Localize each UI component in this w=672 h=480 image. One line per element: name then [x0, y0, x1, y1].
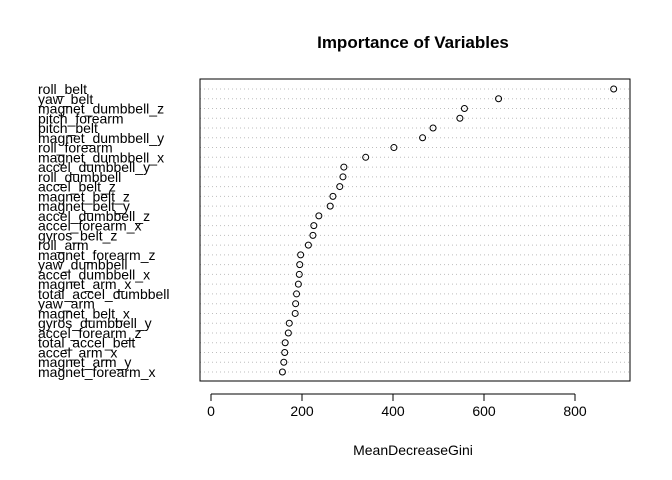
variable-label: gyros_belt_z: [38, 227, 117, 243]
chart-title: Importance of Variables: [317, 33, 509, 52]
data-point: [429, 124, 437, 132]
data-point: [284, 329, 292, 337]
plot-box: [199, 78, 631, 382]
variable-label: yaw_dumbbell: [38, 257, 128, 273]
variable-label: roll_forearm: [38, 140, 113, 156]
x-tick-label: 400: [381, 403, 405, 419]
variable-label: yaw_arm: [38, 296, 95, 312]
variable-label: accel_dumbbell_x: [38, 266, 150, 282]
variable-label: magnet_dumbbell_z: [38, 101, 164, 117]
variable-label: magnet_dumbbell_x: [38, 149, 164, 165]
data-point: [294, 280, 302, 288]
x-tick-label: 0: [207, 403, 215, 419]
data-point: [285, 319, 293, 327]
data-point: [309, 231, 317, 239]
data-points: [278, 85, 618, 376]
x-tick-label: 600: [472, 403, 496, 419]
variable-label: roll_arm: [38, 237, 89, 253]
data-point: [326, 202, 334, 210]
data-point: [610, 85, 618, 93]
variable-label: magnet_belt_x: [38, 305, 130, 321]
data-point: [340, 163, 348, 171]
variable-label: accel_forearm_x: [38, 218, 142, 234]
x-axis: 0 200 400 600 800: [207, 393, 587, 419]
data-point: [281, 348, 289, 356]
variable-label: magnet_belt_z: [38, 188, 130, 204]
data-point: [390, 144, 398, 152]
data-point: [336, 183, 344, 191]
variable-label: roll_belt: [38, 81, 87, 97]
variable-label: pitch_belt: [38, 120, 98, 136]
variable-label: magnet_forearm_x: [38, 364, 156, 380]
data-point: [495, 95, 503, 103]
data-point: [339, 173, 347, 181]
x-axis-label: MeanDecreaseGini: [353, 442, 473, 458]
variable-label: accel_belt_z: [38, 179, 116, 195]
data-point: [292, 300, 300, 308]
data-point: [295, 270, 303, 278]
data-point: [296, 261, 304, 269]
x-tick-label: 800: [563, 403, 587, 419]
variable-label: accel_dumbbell_y: [38, 159, 150, 175]
variable-label: gyros_dumbbell_y: [38, 315, 152, 331]
gridlines: [200, 88, 630, 373]
variable-label: magnet_belt_y: [38, 198, 130, 214]
data-point: [291, 309, 299, 317]
data-point: [315, 212, 323, 220]
variable-label: magnet_arm_x: [38, 276, 131, 292]
variable-label: magnet_arm_y: [38, 354, 131, 370]
x-tick-label: 200: [290, 403, 314, 419]
variable-label: roll_dumbbell: [38, 169, 121, 185]
variable-label: magnet_dumbbell_y: [38, 130, 164, 146]
variable-label: accel_forearm_z: [38, 325, 142, 341]
data-point: [329, 192, 337, 200]
variable-label: magnet_forearm_z: [38, 247, 156, 263]
data-point: [419, 134, 427, 142]
data-point: [280, 358, 288, 366]
data-point: [304, 241, 312, 249]
variable-label: yaw_belt: [38, 91, 93, 107]
data-point: [297, 251, 305, 259]
variable-label: pitch_forearm: [38, 110, 124, 126]
data-point: [278, 368, 286, 376]
variable-label: accel_arm_x: [38, 344, 117, 360]
variable-label: total_accel_dumbbell: [38, 286, 170, 302]
data-point: [460, 105, 468, 113]
data-point: [281, 339, 289, 347]
data-point: [456, 114, 464, 122]
data-point: [362, 153, 370, 161]
data-point: [310, 222, 318, 230]
variable-labels: roll_beltyaw_beltmagnet_dumbbell_zpitch_…: [38, 81, 170, 380]
data-point: [293, 290, 301, 298]
variable-label: accel_dumbbell_z: [38, 208, 150, 224]
variable-label: total_accel_belt: [38, 335, 135, 351]
